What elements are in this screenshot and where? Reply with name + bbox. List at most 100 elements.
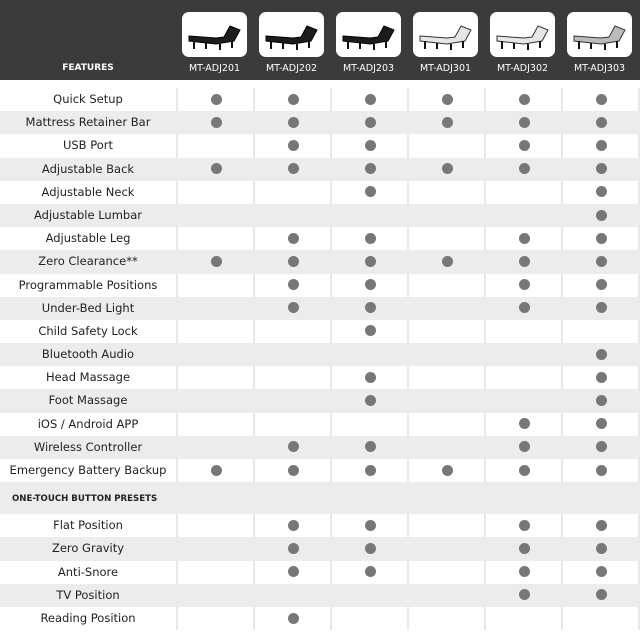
feature-cell bbox=[178, 204, 253, 227]
available-dot-icon bbox=[595, 279, 607, 291]
feature-cell bbox=[563, 366, 638, 390]
table-row: Adjustable Back bbox=[0, 157, 640, 181]
feature-cell bbox=[332, 273, 407, 297]
table-row: Foot Massage bbox=[0, 389, 640, 413]
feature-cell bbox=[409, 273, 484, 297]
adjustable-bed-icon bbox=[188, 25, 241, 50]
feature-cell bbox=[409, 158, 484, 181]
adjustable-bed-icon bbox=[573, 25, 626, 50]
available-dot-icon bbox=[595, 116, 607, 128]
available-dot-icon bbox=[364, 116, 376, 128]
feature-cell bbox=[563, 436, 638, 459]
available-dot-icon bbox=[287, 232, 299, 244]
feature-cell bbox=[486, 514, 561, 538]
feature-label: Zero Gravity bbox=[51, 541, 125, 556]
available-dot-icon bbox=[364, 163, 376, 175]
table-row: Emergency Battery Backup bbox=[0, 459, 640, 483]
feature-cell bbox=[332, 227, 407, 251]
table-row: Adjustable Leg bbox=[0, 227, 640, 251]
model-column-header: MT-ADJ303 bbox=[561, 0, 638, 80]
feature-cell bbox=[255, 297, 330, 320]
feature-cell bbox=[332, 514, 407, 538]
feature-label: Adjustable Neck bbox=[0, 180, 176, 204]
available-dot-icon bbox=[595, 302, 607, 314]
feature-cell bbox=[486, 204, 561, 227]
feature-cell bbox=[409, 514, 484, 538]
available-dot-icon bbox=[364, 255, 376, 267]
adjustable-bed-icon bbox=[342, 25, 395, 50]
feature-cell bbox=[178, 366, 253, 390]
available-dot-icon bbox=[364, 186, 376, 198]
feature-cell bbox=[255, 412, 330, 436]
available-dot-icon bbox=[595, 209, 607, 221]
available-dot-icon bbox=[518, 589, 530, 601]
feature-cell bbox=[409, 227, 484, 251]
available-dot-icon bbox=[364, 325, 376, 337]
feature-cell bbox=[563, 584, 638, 607]
available-dot-icon bbox=[287, 441, 299, 453]
available-dot-icon bbox=[518, 116, 530, 128]
feature-cell bbox=[255, 436, 330, 459]
feature-cell bbox=[332, 158, 407, 181]
feature-cell bbox=[178, 134, 253, 158]
feature-cell bbox=[178, 88, 253, 112]
available-dot-icon bbox=[364, 441, 376, 453]
feature-cell bbox=[486, 227, 561, 251]
feature-cell bbox=[486, 366, 561, 390]
feature-cell bbox=[178, 389, 253, 412]
feature-cell bbox=[563, 273, 638, 297]
feature-cell bbox=[486, 134, 561, 158]
table-row: iOS / Android APP bbox=[0, 412, 640, 436]
feature-cell bbox=[563, 514, 638, 538]
available-dot-icon bbox=[595, 163, 607, 175]
model-name: MT-ADJ203 bbox=[342, 63, 395, 74]
table-row: Programmable Positions bbox=[0, 273, 640, 297]
table-row: Under-Bed Light bbox=[0, 296, 640, 320]
available-dot-icon bbox=[364, 139, 376, 151]
feature-cell bbox=[332, 88, 407, 112]
available-dot-icon bbox=[518, 93, 530, 105]
feature-cell bbox=[563, 180, 638, 204]
table-row: Mattress Retainer Bar bbox=[0, 111, 640, 135]
available-dot-icon bbox=[518, 441, 530, 453]
available-dot-icon bbox=[595, 566, 607, 578]
feature-cell bbox=[409, 412, 484, 436]
feature-cell bbox=[409, 111, 484, 134]
feature-cell bbox=[255, 343, 330, 366]
feature-cell bbox=[486, 412, 561, 436]
table-row: Adjustable Neck bbox=[0, 180, 640, 204]
feature-cell bbox=[178, 459, 253, 483]
available-dot-icon bbox=[595, 395, 607, 407]
table-row: Wireless Controller bbox=[0, 435, 640, 459]
available-dot-icon bbox=[595, 418, 607, 430]
feature-cell bbox=[486, 319, 561, 344]
available-dot-icon bbox=[595, 255, 607, 267]
available-dot-icon bbox=[364, 542, 376, 554]
feature-cell bbox=[332, 297, 407, 320]
feature-cell bbox=[486, 88, 561, 112]
feature-cell bbox=[486, 180, 561, 204]
available-dot-icon bbox=[518, 464, 530, 476]
feature-cell bbox=[409, 204, 484, 227]
feature-cell bbox=[178, 584, 253, 607]
feature-cell bbox=[409, 584, 484, 607]
feature-cell bbox=[409, 297, 484, 320]
available-dot-icon bbox=[595, 589, 607, 601]
feature-cell bbox=[255, 389, 330, 412]
model-name: MT-ADJ303 bbox=[573, 63, 626, 74]
feature-cell bbox=[563, 412, 638, 436]
feature-cell bbox=[486, 389, 561, 412]
feature-cell bbox=[563, 134, 638, 158]
table-row: TV Position bbox=[0, 583, 640, 607]
feature-cell bbox=[332, 537, 407, 560]
available-dot-icon bbox=[595, 371, 607, 383]
available-dot-icon bbox=[287, 542, 299, 554]
feature-cell bbox=[255, 537, 330, 560]
feature-label: Bluetooth Audio bbox=[41, 347, 135, 362]
feature-label: Adjustable Leg bbox=[0, 227, 176, 251]
feature-cell bbox=[409, 343, 484, 366]
header-bar: FEATURES MT-ADJ201 MT-ADJ202 MT-ADJ203 M… bbox=[0, 0, 640, 80]
table-row: Bluetooth Audio bbox=[0, 343, 640, 367]
available-dot-icon bbox=[364, 371, 376, 383]
feature-label: Anti-Snore bbox=[0, 560, 176, 584]
